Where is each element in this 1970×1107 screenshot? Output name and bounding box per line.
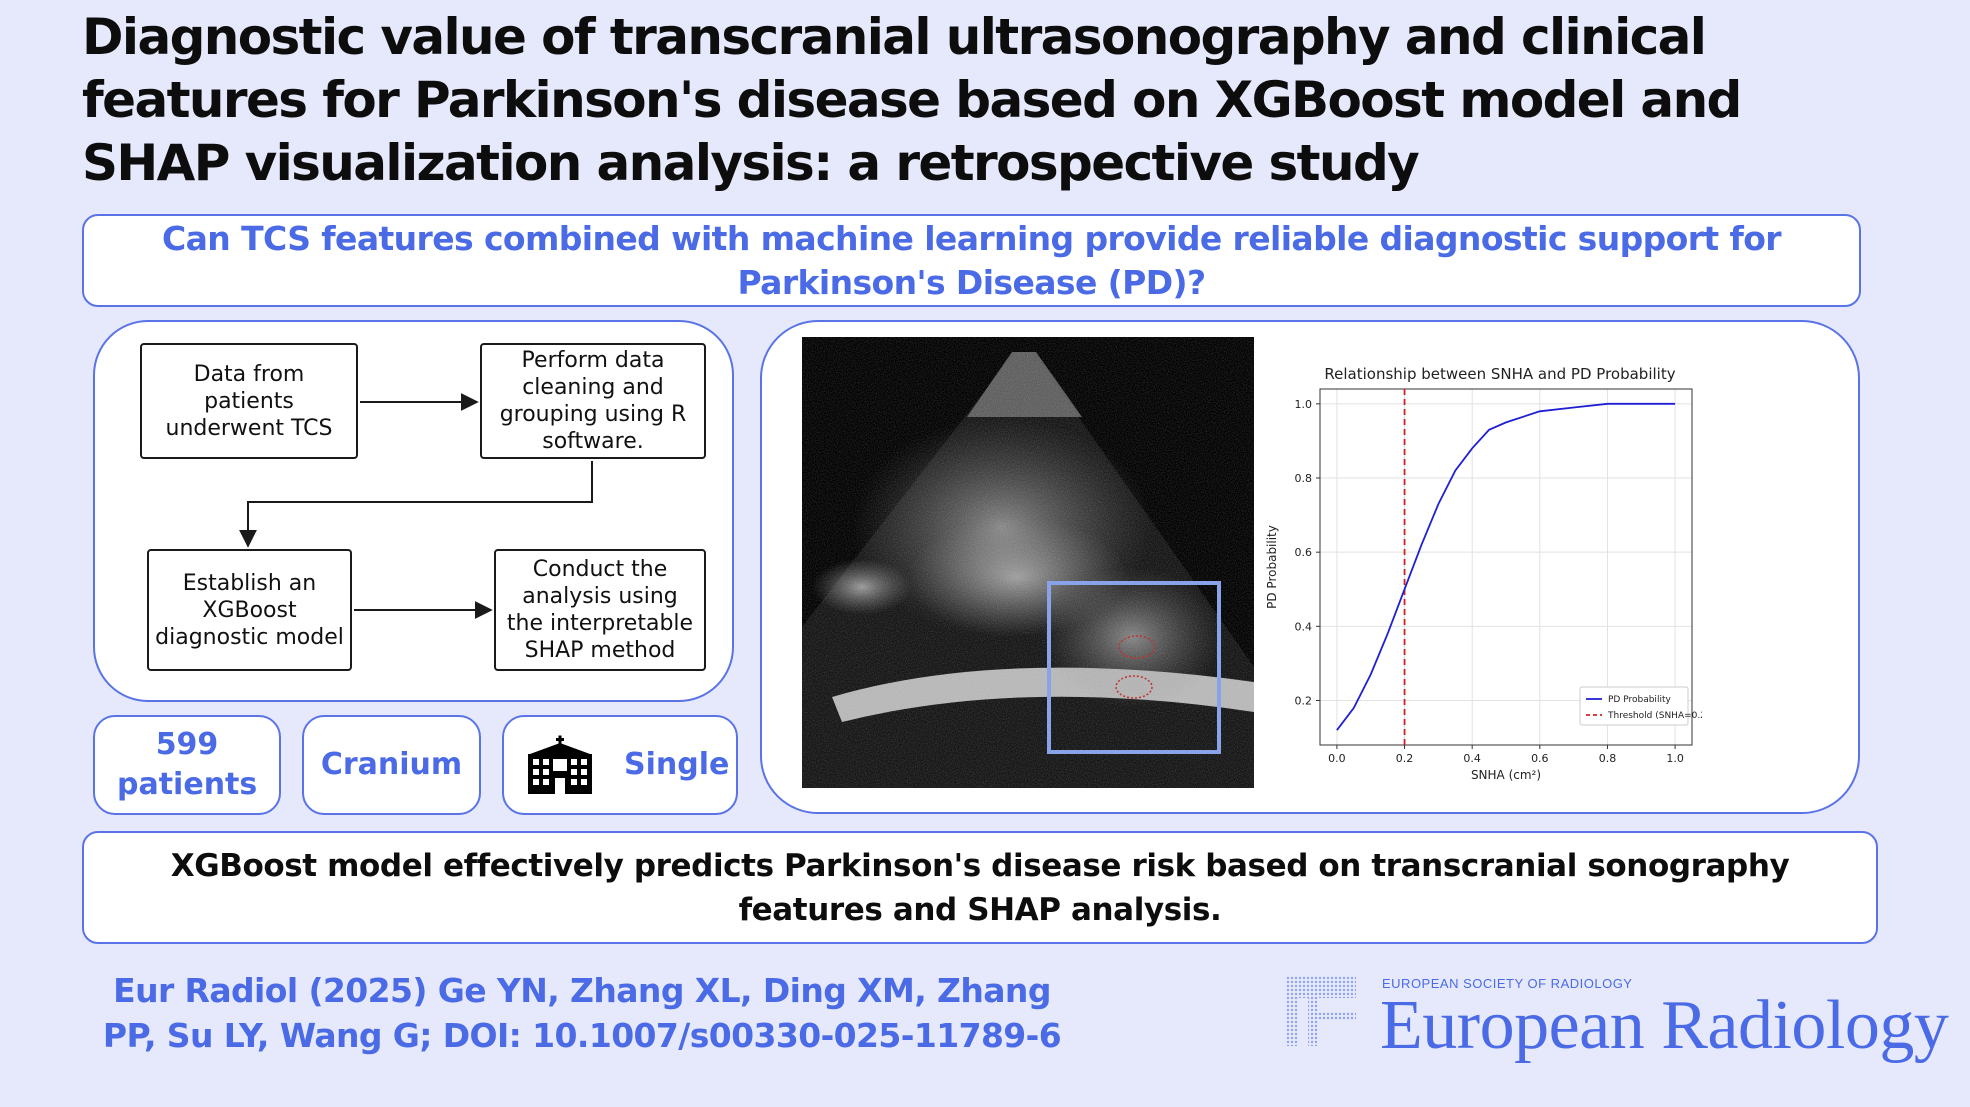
citation: Eur Radiol (2025) Ge YN, Zhang XL, Ding …: [102, 971, 1062, 1055]
y-tick-label: 0.2: [1295, 695, 1313, 708]
y-tick-label: 0.6: [1295, 546, 1313, 559]
series-line-pd-probability: [1336, 402, 1676, 731]
x-tick-label: 0.2: [1396, 752, 1414, 765]
legend-box: [1579, 686, 1689, 726]
legend-label-pd-probability: PD Probability: [1608, 695, 1671, 705]
page-title: Diagnostic value of transcranial ultraso…: [82, 8, 1742, 192]
x-tick-label: 0.6: [1531, 752, 1549, 765]
x-tick-label: 0.8: [1599, 752, 1617, 765]
hospital-icon: [528, 735, 592, 794]
stat-patients-value: 599 patients: [117, 727, 258, 802]
x-axis-label: SNHA (cm²): [1471, 768, 1541, 782]
flow-step-data-collection: Data from patients underwent TCS: [140, 343, 358, 459]
results-figure-panel: Relationship between SNHA and PD Probabi…: [760, 320, 1860, 814]
journal-name: European Radiology: [1380, 987, 1949, 1064]
stat-region: Cranium: [302, 715, 481, 815]
stat-region-value: Cranium: [320, 747, 463, 782]
chart-title: Relationship between SNHA and PD Probabi…: [1324, 365, 1675, 383]
research-question-box: Can TCS features combined with machine l…: [82, 214, 1861, 307]
y-tick-label: 0.8: [1295, 472, 1313, 485]
tcs-ultrasound-image: [802, 337, 1254, 788]
flow-step-xgboost-model: Establish an XGBoost diagnostic model: [147, 549, 352, 671]
flow-arrows: [239, 393, 593, 619]
flow-arrow-2: [239, 461, 593, 548]
conclusion-box: XGBoost model effectively predicts Parki…: [82, 831, 1878, 944]
y-tick-label: 1.0: [1295, 398, 1313, 411]
journal-logo-icon: [1286, 976, 1356, 1046]
flow-step-data-cleaning: Perform data cleaning and grouping using…: [480, 343, 706, 459]
journal-society: EUROPEAN SOCIETY OF RADIOLOGY: [1382, 976, 1633, 991]
stat-patients: 599 patients: [93, 715, 281, 815]
stat-center: Single: [502, 715, 738, 815]
x-tick-label: 0.0: [1328, 752, 1346, 765]
stat-center-value: Single: [624, 747, 730, 782]
snha-probability-chart: Relationship between SNHA and PD Probabi…: [1265, 365, 1702, 782]
y-axis-label: PD Probability: [1265, 525, 1279, 609]
legend-label-threshold: Threshold (SNHA=0.2 cm²): [1607, 711, 1702, 721]
flow-step-shap-analysis: Conduct the analysis using the interpret…: [494, 549, 706, 671]
x-tick-label: 0.4: [1463, 752, 1481, 765]
x-tick-label: 1.0: [1666, 752, 1684, 765]
plot-frame: [1319, 388, 1693, 746]
conclusion-text: XGBoost model effectively predicts Parki…: [170, 847, 1790, 928]
y-tick-label: 0.4: [1295, 620, 1313, 633]
research-question: Can TCS features combined with machine l…: [162, 218, 1782, 302]
methods-flowchart-panel: Data from patients underwent TCS Perform…: [93, 320, 734, 702]
